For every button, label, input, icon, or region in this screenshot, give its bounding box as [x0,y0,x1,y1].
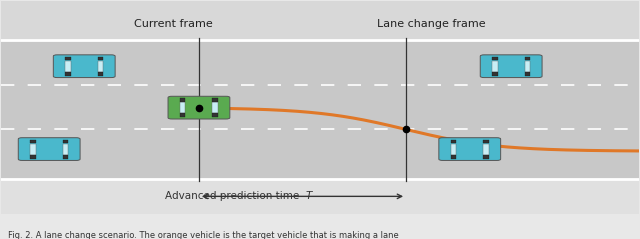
Bar [525,57,530,60]
Bar [180,98,186,102]
Bar [1,1,639,40]
Bar [180,114,186,117]
Bar [65,72,70,76]
Text: Current frame: Current frame [134,19,213,29]
Text: Lane change frame: Lane change frame [377,19,486,29]
Bar [180,102,186,113]
FancyBboxPatch shape [480,55,542,78]
Bar [1,40,639,179]
Bar [483,140,489,143]
FancyBboxPatch shape [53,55,115,78]
Bar [98,61,103,72]
Text: Advanced prediction time: Advanced prediction time [165,191,303,201]
Bar [98,72,103,76]
Bar [30,144,36,155]
Bar [451,144,456,155]
Bar [1,179,639,214]
Bar [451,155,456,158]
Bar [492,72,498,76]
Bar [525,61,530,72]
Bar [65,61,70,72]
Bar [212,114,218,117]
Text: Fig. 2. A lane change scenario. The orange vehicle is the target vehicle that is: Fig. 2. A lane change scenario. The oran… [8,231,399,239]
Bar [525,72,530,76]
Bar [492,57,498,60]
Bar [30,140,36,143]
Bar [483,144,489,155]
Bar [451,140,456,143]
Bar [483,155,489,158]
Bar [212,102,218,113]
Bar [63,144,68,155]
Bar [98,57,103,60]
Bar [63,140,68,143]
FancyBboxPatch shape [439,138,500,160]
Bar [65,57,70,60]
FancyBboxPatch shape [168,96,230,119]
Bar [212,98,218,102]
Text: T: T [306,191,312,201]
Bar [63,155,68,158]
FancyBboxPatch shape [19,138,80,160]
Bar [492,61,498,72]
Bar [30,155,36,158]
